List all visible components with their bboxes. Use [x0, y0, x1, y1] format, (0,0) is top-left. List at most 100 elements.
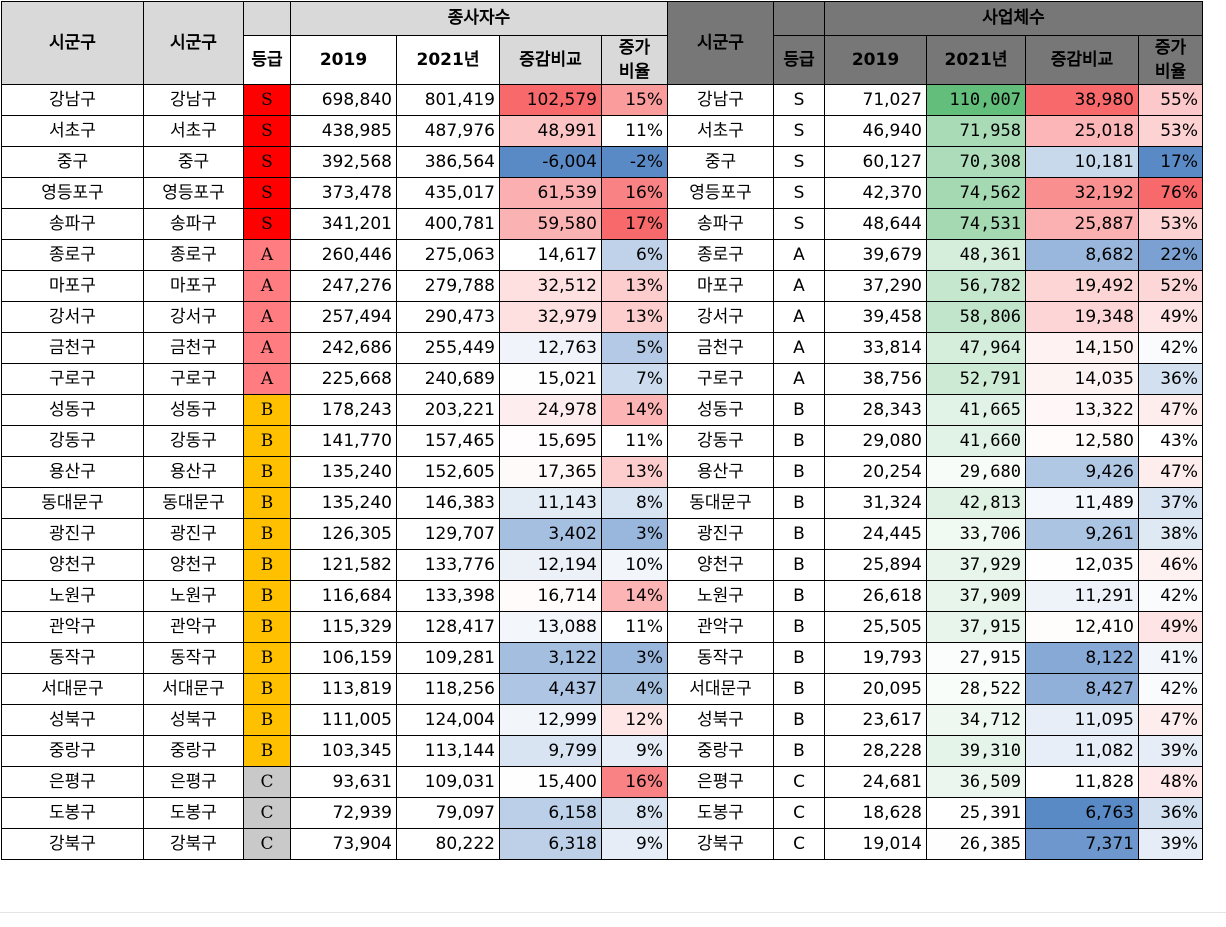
- cell-grade-2[interactable]: B: [773, 425, 825, 457]
- cell-emp-2019[interactable]: 93,631: [290, 766, 397, 798]
- cell-biz-2019[interactable]: 38,756: [824, 363, 927, 395]
- cell-emp-ratio[interactable]: 15%: [601, 84, 668, 116]
- cell-grade-2[interactable]: B: [773, 549, 825, 581]
- cell-emp-2019[interactable]: 106,159: [290, 642, 397, 674]
- cell-biz-2021[interactable]: 74,531: [926, 208, 1026, 240]
- header-group-employees[interactable]: 종사자수: [290, 1, 668, 36]
- cell-emp-ratio[interactable]: 8%: [601, 487, 668, 519]
- cell-sigungu-3[interactable]: 서초구: [667, 115, 774, 147]
- cell-sigungu-2[interactable]: 강동구: [143, 425, 244, 457]
- cell-grade-2[interactable]: A: [773, 239, 825, 271]
- cell-emp-change[interactable]: 6,318: [499, 828, 602, 860]
- cell-biz-ratio[interactable]: 46%: [1138, 549, 1203, 581]
- cell-sigungu[interactable]: 강남구: [1, 84, 144, 116]
- cell-emp-2019[interactable]: 257,494: [290, 301, 397, 333]
- cell-sigungu-2[interactable]: 서대문구: [143, 673, 244, 705]
- cell-sigungu-2[interactable]: 동작구: [143, 642, 244, 674]
- cell-emp-2021[interactable]: 290,473: [396, 301, 500, 333]
- header-biz-change[interactable]: 증감비교: [1025, 35, 1139, 85]
- cell-sigungu-3[interactable]: 강동구: [667, 425, 774, 457]
- cell-biz-change[interactable]: 10,181: [1025, 146, 1139, 178]
- header-emp-change[interactable]: 증감비교: [499, 35, 602, 85]
- cell-biz-ratio[interactable]: 53%: [1138, 115, 1203, 147]
- cell-grade-2[interactable]: B: [773, 673, 825, 705]
- cell-sigungu-3[interactable]: 은평구: [667, 766, 774, 798]
- cell-biz-2019[interactable]: 18,628: [824, 797, 927, 829]
- cell-emp-2021[interactable]: 487,976: [396, 115, 500, 147]
- cell-emp-change[interactable]: 15,695: [499, 425, 602, 457]
- cell-sigungu[interactable]: 관악구: [1, 611, 144, 643]
- cell-emp-2021[interactable]: 109,031: [396, 766, 500, 798]
- cell-biz-change[interactable]: 11,291: [1025, 580, 1139, 612]
- cell-emp-2021[interactable]: 128,417: [396, 611, 500, 643]
- cell-sigungu[interactable]: 종로구: [1, 239, 144, 271]
- cell-emp-2021[interactable]: 118,256: [396, 673, 500, 705]
- cell-biz-ratio[interactable]: 42%: [1138, 332, 1203, 364]
- cell-emp-2019[interactable]: 115,329: [290, 611, 397, 643]
- cell-sigungu-3[interactable]: 관악구: [667, 611, 774, 643]
- cell-emp-ratio[interactable]: 14%: [601, 580, 668, 612]
- cell-sigungu[interactable]: 강서구: [1, 301, 144, 333]
- cell-sigungu-3[interactable]: 강북구: [667, 828, 774, 860]
- cell-sigungu-2[interactable]: 영등포구: [143, 177, 244, 209]
- cell-emp-change[interactable]: 6,158: [499, 797, 602, 829]
- cell-grade-2[interactable]: S: [773, 208, 825, 240]
- cell-emp-ratio[interactable]: 13%: [601, 301, 668, 333]
- cell-emp-change[interactable]: 32,979: [499, 301, 602, 333]
- cell-biz-ratio[interactable]: 47%: [1138, 456, 1203, 488]
- cell-grade[interactable]: S: [243, 115, 291, 147]
- cell-sigungu-3[interactable]: 서대문구: [667, 673, 774, 705]
- cell-sigungu-3[interactable]: 노원구: [667, 580, 774, 612]
- cell-sigungu-3[interactable]: 동대문구: [667, 487, 774, 519]
- cell-sigungu-2[interactable]: 중랑구: [143, 735, 244, 767]
- cell-biz-ratio[interactable]: 42%: [1138, 673, 1203, 705]
- cell-emp-2019[interactable]: 698,840: [290, 84, 397, 116]
- cell-sigungu-3[interactable]: 금천구: [667, 332, 774, 364]
- cell-sigungu[interactable]: 성동구: [1, 394, 144, 426]
- cell-emp-change[interactable]: 3,402: [499, 518, 602, 550]
- cell-grade-2[interactable]: B: [773, 394, 825, 426]
- cell-biz-2019[interactable]: 26,618: [824, 580, 927, 612]
- cell-biz-2021[interactable]: 52,791: [926, 363, 1026, 395]
- cell-biz-change[interactable]: 12,580: [1025, 425, 1139, 457]
- cell-grade[interactable]: B: [243, 611, 291, 643]
- cell-sigungu-3[interactable]: 영등포구: [667, 177, 774, 209]
- cell-biz-2019[interactable]: 71,027: [824, 84, 927, 116]
- cell-emp-2021[interactable]: 386,564: [396, 146, 500, 178]
- cell-emp-change[interactable]: 12,194: [499, 549, 602, 581]
- header-grade-2[interactable]: 등급: [773, 35, 825, 85]
- cell-sigungu[interactable]: 중랑구: [1, 735, 144, 767]
- cell-grade[interactable]: C: [243, 828, 291, 860]
- cell-biz-ratio[interactable]: 17%: [1138, 146, 1203, 178]
- cell-sigungu[interactable]: 강북구: [1, 828, 144, 860]
- cell-biz-ratio[interactable]: 76%: [1138, 177, 1203, 209]
- cell-biz-change[interactable]: 38,980: [1025, 84, 1139, 116]
- cell-emp-change[interactable]: 11,143: [499, 487, 602, 519]
- cell-sigungu-2[interactable]: 서초구: [143, 115, 244, 147]
- cell-biz-2019[interactable]: 48,644: [824, 208, 927, 240]
- cell-grade[interactable]: B: [243, 425, 291, 457]
- cell-sigungu-3[interactable]: 중구: [667, 146, 774, 178]
- header-biz-2019[interactable]: 2019: [824, 35, 927, 85]
- cell-biz-2019[interactable]: 39,458: [824, 301, 927, 333]
- cell-grade[interactable]: B: [243, 580, 291, 612]
- cell-biz-2019[interactable]: 20,095: [824, 673, 927, 705]
- cell-sigungu-3[interactable]: 마포구: [667, 270, 774, 302]
- cell-biz-2019[interactable]: 19,793: [824, 642, 927, 674]
- cell-biz-change[interactable]: 8,122: [1025, 642, 1139, 674]
- cell-grade[interactable]: S: [243, 177, 291, 209]
- cell-emp-change[interactable]: 14,617: [499, 239, 602, 271]
- header-blank-2[interactable]: [773, 1, 825, 36]
- cell-emp-2019[interactable]: 111,005: [290, 704, 397, 736]
- cell-biz-change[interactable]: 19,492: [1025, 270, 1139, 302]
- cell-grade[interactable]: S: [243, 208, 291, 240]
- cell-sigungu-2[interactable]: 노원구: [143, 580, 244, 612]
- cell-emp-2019[interactable]: 341,201: [290, 208, 397, 240]
- cell-biz-ratio[interactable]: 49%: [1138, 301, 1203, 333]
- cell-emp-change[interactable]: 12,999: [499, 704, 602, 736]
- cell-sigungu-2[interactable]: 성북구: [143, 704, 244, 736]
- cell-grade[interactable]: B: [243, 487, 291, 519]
- cell-emp-2021[interactable]: 279,788: [396, 270, 500, 302]
- cell-biz-2021[interactable]: 74,562: [926, 177, 1026, 209]
- cell-sigungu-2[interactable]: 구로구: [143, 363, 244, 395]
